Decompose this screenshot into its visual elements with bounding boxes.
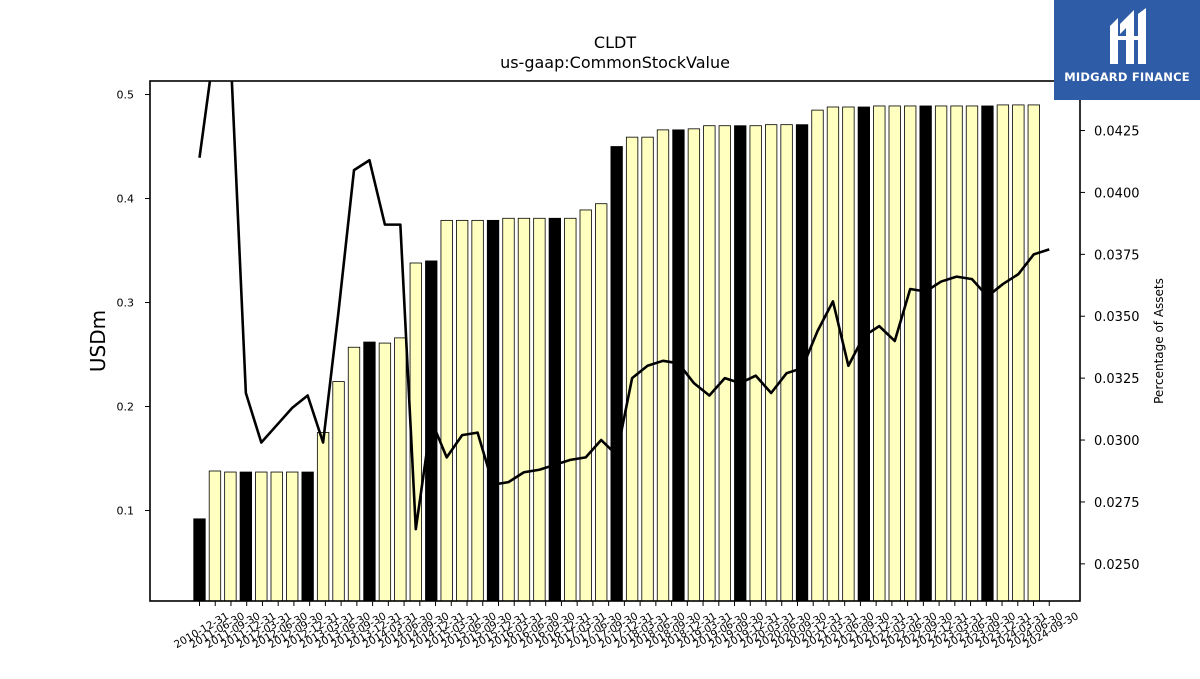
y2-tick-label: 0.0325 — [1094, 372, 1140, 387]
bar — [564, 217, 577, 602]
bar — [765, 124, 778, 602]
y-tick-label: 0.5 — [117, 89, 135, 102]
bar — [687, 128, 701, 602]
percentage-line — [198, 81, 1050, 531]
bar — [193, 518, 206, 602]
bar — [548, 217, 561, 602]
bar — [286, 471, 299, 602]
y2-tick-label: 0.0250 — [1094, 558, 1140, 573]
bar — [888, 105, 901, 602]
y-axis-label: USDm — [86, 310, 110, 372]
plot-frame — [149, 80, 1081, 602]
logo-text: MIDGARD FINANCE — [1064, 70, 1190, 84]
y2-tick-label: 0.0275 — [1094, 496, 1140, 511]
bar — [1012, 104, 1025, 602]
logo-mark-icon — [1110, 8, 1146, 64]
y-tick-label: 0.4 — [117, 193, 135, 206]
bar — [378, 342, 392, 602]
bar — [239, 471, 253, 602]
bar — [1027, 104, 1040, 602]
bar — [919, 105, 932, 602]
bars-group — [193, 104, 1040, 602]
bar — [270, 471, 283, 602]
y-tick-label: 0.1 — [117, 505, 135, 518]
bar — [904, 105, 917, 602]
bar — [734, 125, 747, 602]
bar — [224, 471, 237, 602]
bar — [455, 219, 469, 602]
bar — [857, 106, 870, 602]
y-tick-label: 0.2 — [117, 401, 135, 414]
bar — [533, 217, 546, 602]
bar — [625, 136, 639, 602]
y2-tick-label: 0.0350 — [1094, 310, 1140, 325]
bar — [255, 471, 268, 602]
bar — [595, 203, 608, 602]
bar — [672, 129, 685, 602]
bar — [301, 471, 314, 602]
bar — [950, 105, 963, 602]
y-left-axis: 0.1 0.2 0.3 0.4 0.5 — [117, 89, 150, 518]
bar — [579, 209, 592, 602]
bar — [934, 105, 948, 602]
bar — [718, 125, 731, 602]
bar — [394, 337, 407, 602]
x-axis: 2010-12-312011-06-302011-09-302011-12-31… — [172, 601, 1081, 651]
bar — [363, 341, 376, 602]
y2-tick-label: 0.0400 — [1094, 186, 1140, 201]
bar — [486, 219, 500, 602]
bar — [965, 105, 979, 602]
bar — [749, 125, 762, 602]
y2-axis-label: Percentage of Assets — [1152, 278, 1166, 404]
bar — [996, 104, 1010, 602]
y-tick-label: 0.3 — [117, 297, 135, 310]
bar — [826, 106, 840, 602]
bar — [703, 125, 716, 602]
y2-tick-label: 0.0425 — [1094, 125, 1140, 140]
line-layer — [198, 81, 1050, 531]
y-right-axis: 0.0250 0.0275 0.0300 0.0325 0.0350 0.0375 0.04… — [1080, 125, 1140, 573]
bar — [610, 146, 623, 602]
bar — [981, 105, 994, 602]
bar — [440, 219, 453, 602]
bar — [811, 109, 824, 602]
bar — [471, 219, 484, 602]
bar — [316, 432, 330, 602]
chart-subtitle: us-gaap:CommonStockValue — [500, 53, 730, 72]
bar — [656, 129, 670, 602]
bar — [347, 346, 361, 602]
bar — [517, 217, 531, 602]
bar — [332, 381, 345, 602]
y2-tick-label: 0.0375 — [1094, 248, 1140, 263]
bar — [795, 124, 809, 602]
y2-tick-label: 0.0300 — [1094, 434, 1140, 449]
brand-logo: MIDGARD FINANCE — [1054, 0, 1200, 100]
bar — [780, 124, 793, 602]
bar — [873, 105, 886, 602]
bar — [502, 217, 515, 602]
bar — [208, 470, 222, 602]
chart-title: CLDT — [594, 33, 636, 52]
